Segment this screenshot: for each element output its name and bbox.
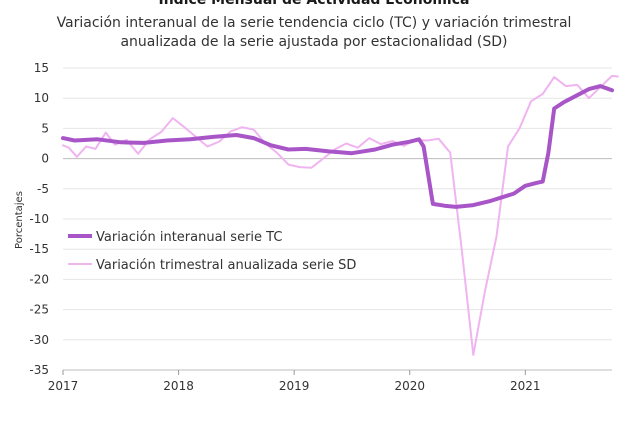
y-axis-ticks: 15 10 5 0 -5 -10 -15 -20 -25 -30 -35	[29, 61, 49, 377]
y-tick-label: -20	[29, 272, 49, 286]
chart-title: Índice Mensual de Actividad Económica	[158, 0, 470, 8]
grid-lines	[63, 67, 612, 371]
y-tick-label: -10	[29, 212, 49, 226]
series-line-sd	[62, 74, 619, 356]
chart-legend: Variación interanual serie TC Variación …	[68, 230, 356, 273]
y-tick-label: -5	[37, 182, 49, 196]
y-tick-label: -30	[29, 333, 49, 347]
y-axis-title: Porcentajes	[14, 191, 25, 249]
x-tick-label: 2019	[279, 379, 310, 393]
series-layer	[61, 74, 619, 356]
chart-subtitle-line-2: anualizada de la serie ajustada por esta…	[120, 34, 508, 50]
legend-label-tc: Variación interanual serie TC	[96, 230, 282, 245]
x-tick-label: 2018	[163, 379, 194, 393]
legend-label-sd: Variación trimestral anualizada serie SD	[96, 258, 356, 273]
x-axis-ticks: 2017 2018 2019 2020 2021	[48, 369, 612, 393]
series-line-tc	[61, 84, 614, 209]
x-tick-label: 2020	[394, 379, 425, 393]
y-tick-label: -35	[29, 363, 49, 377]
y-tick-label: 10	[34, 91, 49, 105]
y-tick-label: 0	[41, 152, 49, 166]
chart-subtitle-line-1: Variación interanual de la serie tendenc…	[56, 15, 572, 31]
y-tick-label: 5	[41, 121, 49, 135]
y-tick-label: -25	[29, 303, 49, 317]
chart-subtitle: Variación interanual de la serie tendenc…	[0, 14, 628, 52]
x-tick-label: 2017	[48, 379, 79, 393]
y-tick-label: 15	[34, 61, 49, 75]
y-tick-label: -15	[29, 242, 49, 256]
x-tick-label: 2021	[510, 379, 541, 393]
